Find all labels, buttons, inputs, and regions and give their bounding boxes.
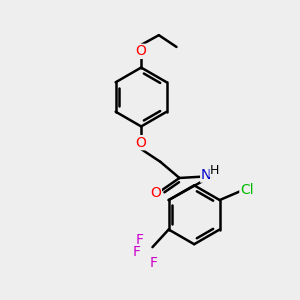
Text: H: H bbox=[210, 164, 220, 176]
Text: Cl: Cl bbox=[240, 183, 253, 197]
Text: F: F bbox=[136, 233, 144, 247]
Text: O: O bbox=[136, 136, 147, 150]
Text: F: F bbox=[132, 244, 140, 259]
Text: F: F bbox=[150, 256, 158, 270]
Text: O: O bbox=[151, 186, 161, 200]
Text: N: N bbox=[201, 168, 211, 182]
Text: O: O bbox=[136, 44, 147, 58]
